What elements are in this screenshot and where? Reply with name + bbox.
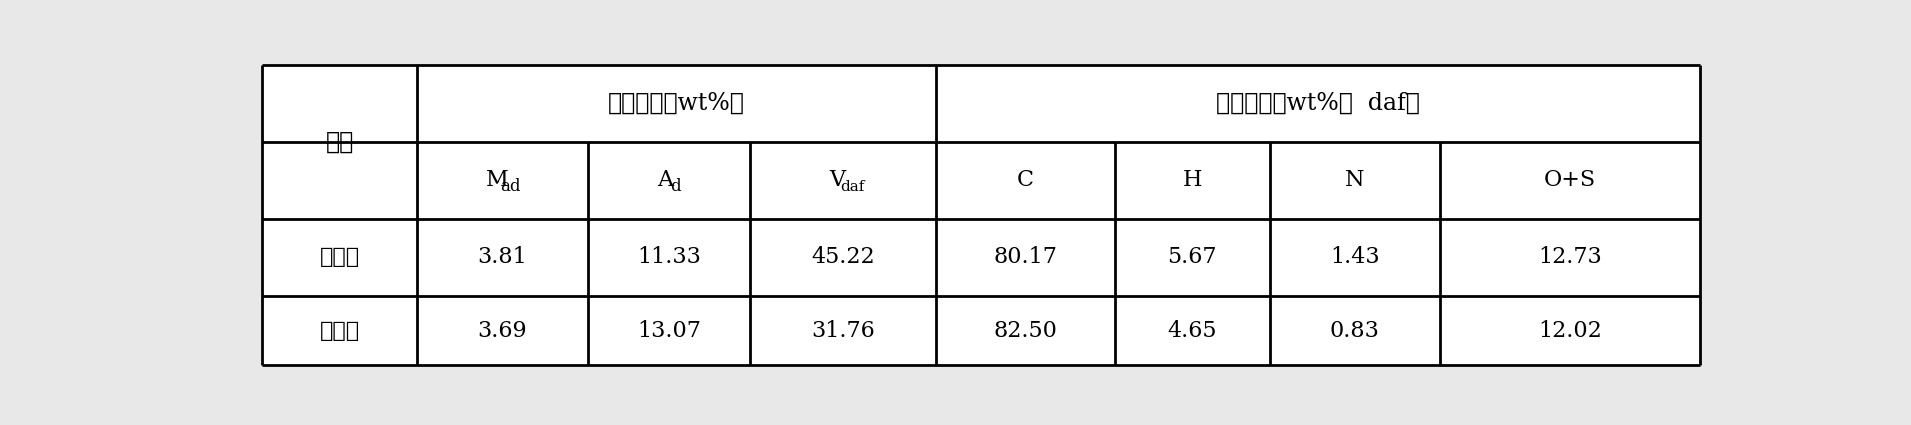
Text: H: H [1183, 169, 1202, 191]
Text: 31.76: 31.76 [812, 320, 875, 342]
Text: 13.07: 13.07 [636, 320, 701, 342]
Text: 12.02: 12.02 [1538, 320, 1601, 342]
Text: 12.73: 12.73 [1538, 246, 1601, 268]
Text: 煌样: 煌样 [325, 130, 354, 153]
Text: 1.43: 1.43 [1330, 246, 1380, 268]
Text: 3.81: 3.81 [478, 246, 527, 268]
Text: 0.83: 0.83 [1330, 320, 1380, 342]
Text: 11.33: 11.33 [636, 246, 701, 268]
Text: 4.65: 4.65 [1168, 320, 1217, 342]
Text: 3.69: 3.69 [478, 320, 527, 342]
Text: V: V [829, 169, 845, 191]
Text: C: C [1017, 169, 1034, 191]
Polygon shape [262, 65, 1699, 365]
Text: M: M [485, 169, 508, 191]
Text: 屼州煌: 屼州煌 [319, 246, 359, 268]
Text: 5.67: 5.67 [1168, 246, 1217, 268]
Text: 工业分析（wt%）: 工业分析（wt%） [608, 92, 745, 115]
Text: 大同煌: 大同煌 [319, 320, 359, 342]
Text: 82.50: 82.50 [994, 320, 1057, 342]
Text: d: d [671, 178, 680, 195]
Text: 80.17: 80.17 [994, 246, 1057, 268]
Text: N: N [1345, 169, 1364, 191]
Text: daf: daf [841, 179, 866, 193]
Text: A: A [657, 169, 673, 191]
Text: 元素分析（wt%，  daf）: 元素分析（wt%， daf） [1215, 92, 1420, 115]
Text: 45.22: 45.22 [812, 246, 875, 268]
Text: ad: ad [501, 178, 520, 195]
Text: O+S: O+S [1544, 169, 1596, 191]
